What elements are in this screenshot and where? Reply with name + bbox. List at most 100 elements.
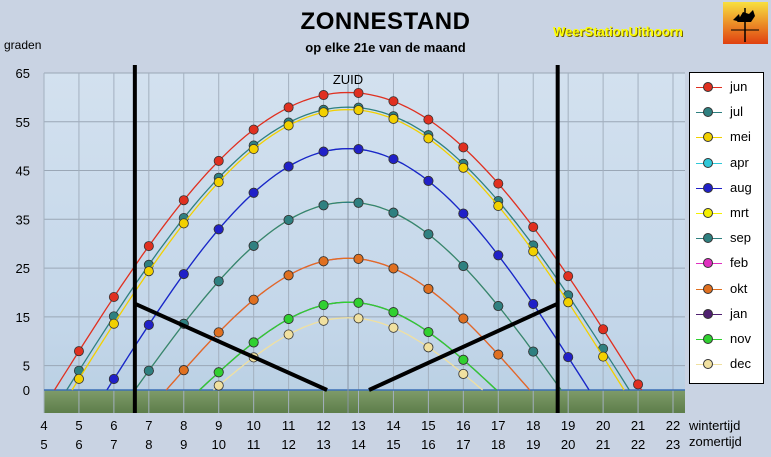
legend-item-okt: okt: [694, 281, 764, 297]
x-tick-wintertijd: 6: [110, 418, 117, 433]
legend-label: dec: [730, 356, 751, 372]
point-mei: [598, 351, 609, 362]
x-tick-wintertijd: 19: [561, 418, 575, 433]
point-aug: [353, 144, 364, 155]
point-jun: [213, 155, 224, 166]
point-jun: [318, 90, 329, 101]
x-tick-wintertijd: 4: [40, 418, 47, 433]
point-okt: [423, 283, 434, 294]
legend-item-nov: nov: [694, 331, 764, 347]
x-tick-zomertijd: 10: [211, 437, 225, 452]
x-tick-zomertijd: 11: [247, 437, 261, 452]
point-jun: [528, 222, 539, 233]
x-tick-wintertijd: 12: [316, 418, 330, 433]
point-okt: [213, 327, 224, 338]
point-okt: [493, 349, 504, 360]
y-tick-label: 15: [16, 310, 30, 325]
point-jun: [353, 87, 364, 98]
legend-label: okt: [730, 280, 748, 296]
x-tick-zomertijd: 8: [145, 437, 152, 452]
point-dec: [353, 313, 364, 324]
point-mei: [528, 246, 539, 257]
zomertijd-label: zomertijd: [689, 434, 742, 449]
legend-item-jan: jan: [694, 306, 764, 322]
point-nov: [248, 337, 259, 348]
point-sep: [353, 197, 364, 208]
legend-marker-icon: [703, 258, 713, 269]
point-jun: [178, 195, 189, 206]
series-line-sep: [134, 201, 562, 391]
point-nov: [423, 327, 434, 338]
point-jun: [143, 241, 154, 252]
series-okt: [165, 253, 531, 391]
point-aug: [423, 175, 434, 186]
x-tick-zomertijd: 17: [456, 437, 470, 452]
x-tick-wintertijd: 17: [491, 418, 505, 433]
y-tick-label: 45: [16, 164, 30, 179]
point-aug: [318, 146, 329, 157]
series-sep: [134, 197, 562, 391]
point-aug: [458, 208, 469, 219]
x-tick-wintertijd: 16: [456, 418, 470, 433]
point-sep: [283, 214, 294, 225]
x-tick-zomertijd: 18: [491, 437, 505, 452]
legend-marker-icon: [703, 107, 713, 118]
point-okt: [283, 270, 294, 281]
x-tick-wintertijd: 20: [596, 418, 610, 433]
point-jun: [388, 96, 399, 107]
x-tick-zomertijd: 12: [281, 437, 295, 452]
point-mei: [353, 105, 364, 116]
point-aug: [248, 187, 259, 198]
legend-marker-icon: [703, 308, 713, 319]
annotation-line: [368, 301, 559, 392]
overlay-lines: [132, 65, 560, 413]
series-line-dec: [213, 317, 484, 391]
x-tick-zomertijd: 19: [526, 437, 540, 452]
x-tick-wintertijd: 11: [282, 418, 296, 433]
point-sep: [213, 276, 224, 287]
point-jun: [73, 346, 84, 357]
legend-label: jan: [730, 305, 748, 321]
x-tick-wintertijd: 18: [526, 418, 540, 433]
point-jun: [563, 271, 574, 282]
legend-item-sep: sep: [694, 230, 764, 246]
legend-label: feb: [730, 255, 749, 271]
point-jun: [283, 102, 294, 113]
point-okt: [248, 294, 259, 305]
point-aug: [283, 161, 294, 172]
point-sep: [423, 229, 434, 240]
y-tick-label: 5: [23, 359, 30, 374]
point-aug: [213, 224, 224, 235]
point-sep: [248, 240, 259, 251]
legend-item-dec: dec: [694, 356, 764, 372]
point-okt: [458, 313, 469, 324]
x-tick-wintertijd: 15: [421, 418, 435, 433]
point-okt: [318, 256, 329, 267]
point-okt: [353, 253, 364, 264]
point-aug: [528, 299, 539, 310]
x-tick-zomertijd: 7: [110, 437, 117, 452]
point-dec: [388, 322, 399, 333]
legend-item-aug: aug: [694, 180, 764, 196]
x-tick-wintertijd: 14: [386, 418, 400, 433]
chart-subtitle: op elke 21e van de maand: [305, 40, 466, 55]
y-axis-label: graden: [4, 38, 42, 52]
x-tick-wintertijd: 8: [180, 418, 187, 433]
x-tick-zomertijd: 22: [631, 437, 645, 452]
legend-marker-icon: [703, 208, 713, 218]
plot-background: [44, 73, 685, 413]
point-nov: [283, 313, 294, 324]
legend-item-mei: mei: [694, 129, 764, 145]
x-tick-zomertijd: 9: [180, 437, 187, 452]
series-line-okt: [165, 257, 531, 391]
legend-label: mrt: [730, 205, 749, 220]
x-tick-wintertijd: 10: [246, 418, 260, 433]
series-nov: [199, 297, 497, 391]
legend-marker-icon: [703, 182, 713, 193]
legend-label: nov: [730, 331, 751, 346]
y-tick-label: 65: [16, 66, 30, 81]
point-sep: [528, 346, 539, 357]
series-aug: [106, 144, 590, 391]
point-mei: [388, 113, 399, 124]
